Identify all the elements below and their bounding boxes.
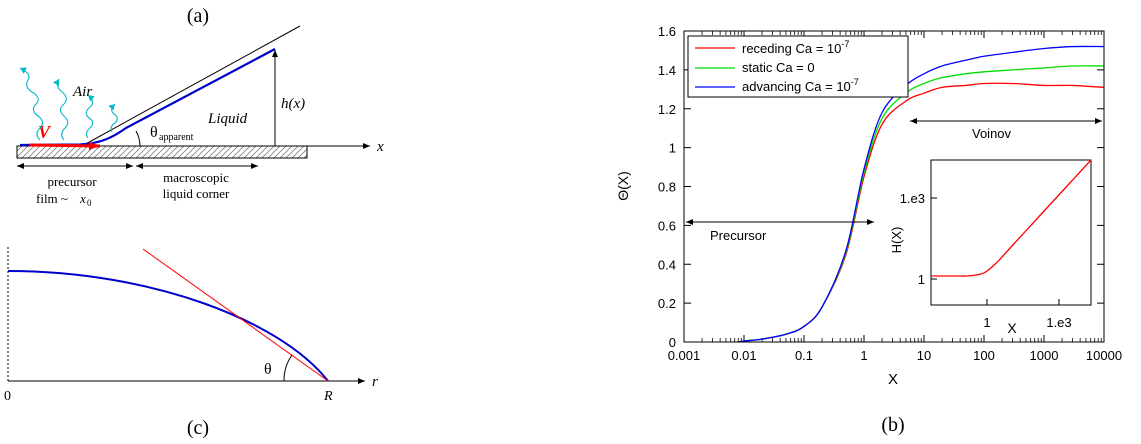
precursor-subscript: 0 [87,198,92,208]
y-axis-title: Θ(X) [615,171,631,201]
inset-xtick-label-1e3: 1.e3 [1046,315,1071,330]
y-tick-label: 0.6 [658,218,676,233]
y-tick-label: 1.6 [658,24,676,39]
x-tick-label: 0.1 [795,348,813,363]
contact-angle-label: θ [264,361,272,378]
legend-label-advancing: advancing Ca = 10-7 [742,77,859,94]
x-tick-label: 10000 [1086,348,1122,363]
x-axis-label: x [376,139,384,155]
panel-a-label: (a) [187,5,209,27]
contact-angle-arc [283,354,293,382]
x-axis-title: X [888,371,898,388]
voinov-annotation: Voinov [972,126,1012,141]
precursor-annotation: Precursor [710,228,767,243]
velocity-label: V [38,122,52,142]
inset-ytick-label-1: 1 [918,272,925,287]
x-tick-label: 0.01 [731,348,756,363]
evaporation-waves [19,67,118,141]
y-tick-label: 1 [669,141,676,156]
liquid-label: Liquid [207,111,248,127]
x-tick-label: 1000 [1030,348,1059,363]
corner-label-line2: liquid corner [163,186,230,201]
inset-xtick-label-1: 1 [983,315,990,330]
x-tick-label: 0.001 [668,348,701,363]
series-line-2 [738,45,1105,343]
precursor-label-line1: precursor [47,174,97,189]
angle-arc [135,130,141,147]
y-tick-label: 0.4 [658,257,676,272]
x-tick-label: 100 [973,348,995,363]
inset-ytick-label-1e3: 1.e3 [900,191,925,206]
x-tick-label: 1 [860,348,867,363]
theta-apparent-symbol: θ [150,124,158,141]
y-tick-label: 1.2 [658,102,676,117]
inset-plot: 1 1.e3 1 1.e3 X H(X) [889,159,1092,336]
inset-series-line [931,159,1092,277]
panel-a: (a) x V Air Liquid h(x) θ apparent [16,5,384,208]
x-tick-label: 10 [917,348,931,363]
radius-label: R [323,389,333,404]
y-tick-label: 0 [669,335,676,350]
panel-c-label: (c) [187,417,209,439]
inset-frame [930,159,1092,306]
substrate [16,145,308,159]
tangent-line [81,25,301,147]
inset-x-axis-title: X [1007,320,1017,336]
drop-profile [7,270,329,382]
panel-b: 0.001 0.01 0.1 1 10 100 1000 10000 0 0.2 0.4 0.6 0.… [615,24,1122,436]
height-label: h(x) [281,96,305,112]
wave-4 [108,103,118,133]
precursor-label-line2: film ~ [36,191,68,206]
x-tick-labels: 0.001 0.01 0.1 1 10 100 1000 10000 [668,348,1122,363]
legend-label-static: static Ca = 0 [742,60,815,75]
theta-apparent-subscript: apparent [159,132,194,143]
legend-label-receding: receding Ca = 10-7 [742,39,849,56]
contact-tangent [142,248,329,382]
origin-label: 0 [4,389,11,404]
main-plot-series [738,45,1105,343]
wave-3 [85,94,95,139]
y-tick-label: 0.8 [658,180,676,195]
main-plot-frame [683,30,1105,343]
y-tick-label: 0.2 [658,296,676,311]
wave-1 [19,67,44,141]
panel-c: r θ 0 R (c) [4,247,378,439]
r-axis-label: r [372,374,378,390]
y-tick-labels: 0 0.2 0.4 0.6 0.8 1 1.2 1.4 1.6 [658,24,676,350]
velocity-arrow [29,141,101,150]
inset-y-axis-title: H(X) [889,227,904,254]
panel-b-label: (b) [881,414,904,436]
legend: receding Ca = 10-7 static Ca = 0 advanci… [687,35,909,98]
inset-ticks [931,197,1060,305]
precursor-variable: x [79,191,86,206]
air-label: Air [72,84,92,100]
liquid-interface [19,48,276,147]
wave-2 [52,78,69,141]
corner-label-line1: macroscopic [163,170,229,185]
inset-series [931,159,1092,277]
y-tick-label: 1.4 [658,63,676,78]
